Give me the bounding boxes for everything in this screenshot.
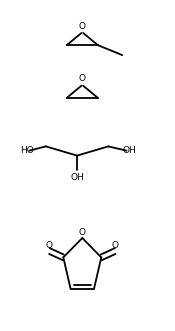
Text: OH: OH	[122, 146, 136, 155]
Text: O: O	[112, 241, 119, 250]
Text: OH: OH	[70, 172, 84, 181]
Text: O: O	[79, 228, 86, 237]
Text: O: O	[79, 74, 86, 83]
Text: HO: HO	[20, 146, 34, 155]
Text: O: O	[46, 241, 53, 250]
Text: O: O	[79, 22, 86, 30]
